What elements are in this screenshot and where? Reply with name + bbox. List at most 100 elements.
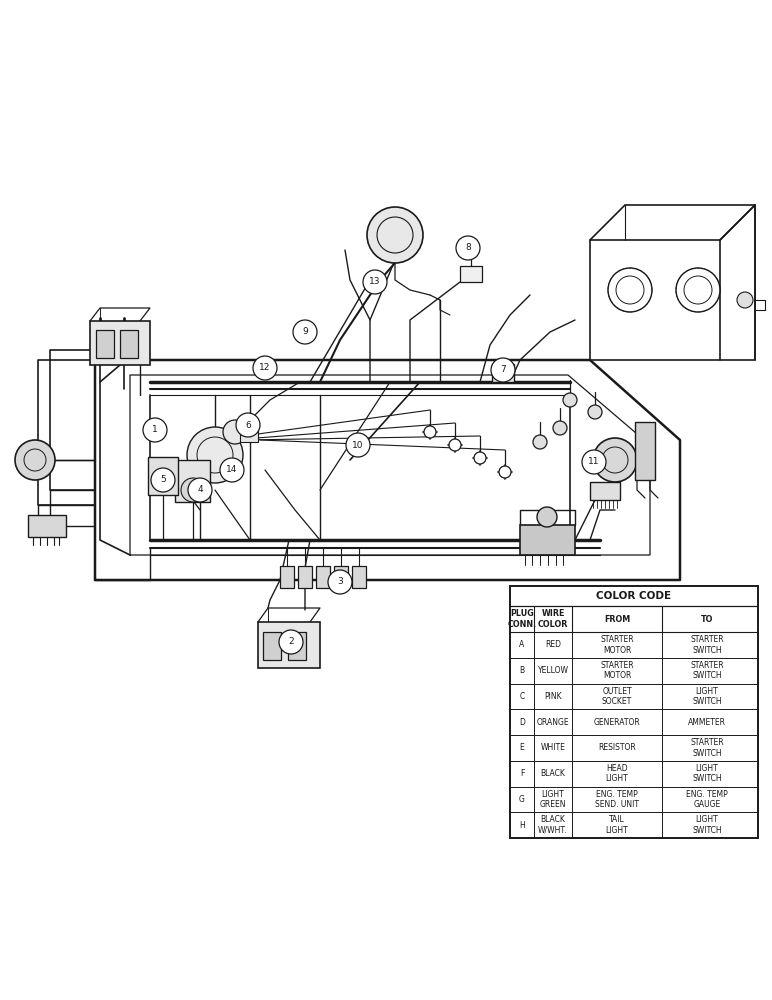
Text: RESISTOR: RESISTOR xyxy=(598,743,636,752)
Text: LIGHT
SWITCH: LIGHT SWITCH xyxy=(692,815,722,835)
Circle shape xyxy=(608,268,652,312)
Bar xyxy=(590,482,620,500)
Bar xyxy=(90,321,150,365)
Circle shape xyxy=(367,207,423,263)
Bar xyxy=(316,566,330,588)
Bar xyxy=(240,420,258,442)
Circle shape xyxy=(582,450,606,474)
Text: STARTER
SWITCH: STARTER SWITCH xyxy=(690,661,724,680)
Circle shape xyxy=(449,439,461,451)
Bar xyxy=(510,586,758,838)
Bar xyxy=(96,330,114,358)
Bar xyxy=(510,586,758,838)
Text: 6: 6 xyxy=(245,420,251,430)
Text: E: E xyxy=(520,743,524,752)
Circle shape xyxy=(220,458,244,482)
Circle shape xyxy=(151,468,175,492)
Circle shape xyxy=(293,320,317,344)
Text: 14: 14 xyxy=(226,466,238,475)
Text: 8: 8 xyxy=(465,243,471,252)
Text: 4: 4 xyxy=(197,486,203,494)
Circle shape xyxy=(456,236,480,260)
Circle shape xyxy=(537,507,557,527)
Text: C: C xyxy=(520,692,525,701)
Text: 5: 5 xyxy=(160,476,166,485)
Text: BLACK: BLACK xyxy=(540,769,565,778)
Text: STARTER
MOTOR: STARTER MOTOR xyxy=(600,661,634,680)
Text: BLACK
W/WHT.: BLACK W/WHT. xyxy=(538,815,567,835)
Circle shape xyxy=(491,358,515,382)
Bar xyxy=(460,266,482,282)
Text: STARTER
MOTOR: STARTER MOTOR xyxy=(600,635,634,655)
Circle shape xyxy=(499,466,511,478)
Text: TAIL
LIGHT: TAIL LIGHT xyxy=(605,815,628,835)
Circle shape xyxy=(253,356,277,380)
Circle shape xyxy=(593,438,637,482)
Text: G: G xyxy=(519,795,525,804)
Bar xyxy=(258,622,320,668)
Bar xyxy=(120,330,138,358)
Bar xyxy=(352,566,366,588)
Text: ENG. TEMP
GAUGE: ENG. TEMP GAUGE xyxy=(686,790,728,809)
Text: AMMETER: AMMETER xyxy=(688,718,726,727)
Circle shape xyxy=(143,418,167,442)
Circle shape xyxy=(187,427,243,483)
Circle shape xyxy=(279,630,303,654)
Text: FROM: FROM xyxy=(604,614,630,624)
Circle shape xyxy=(676,268,720,312)
Text: 9: 9 xyxy=(302,328,308,336)
Circle shape xyxy=(424,426,436,438)
Text: RED: RED xyxy=(545,640,561,649)
Bar xyxy=(635,422,655,480)
Text: TO: TO xyxy=(701,614,713,624)
Text: 11: 11 xyxy=(588,458,600,466)
Text: LIGHT
GREEN: LIGHT GREEN xyxy=(540,790,566,809)
Text: F: F xyxy=(520,769,524,778)
Text: D: D xyxy=(519,718,525,727)
Circle shape xyxy=(223,420,247,444)
Text: LIGHT
SWITCH: LIGHT SWITCH xyxy=(692,764,722,783)
Circle shape xyxy=(553,421,567,435)
Text: B: B xyxy=(520,666,524,675)
Bar xyxy=(298,566,312,588)
Text: ENG. TEMP
SEND. UNIT: ENG. TEMP SEND. UNIT xyxy=(595,790,639,809)
Text: GENERATOR: GENERATOR xyxy=(594,718,641,727)
Circle shape xyxy=(15,440,55,480)
Text: STARTER
SWITCH: STARTER SWITCH xyxy=(690,738,724,758)
Circle shape xyxy=(346,433,370,457)
Circle shape xyxy=(474,452,486,464)
Text: OUTLET
SOCKET: OUTLET SOCKET xyxy=(602,687,632,706)
Circle shape xyxy=(737,292,753,308)
Text: PLUG
CONN.: PLUG CONN. xyxy=(507,609,537,629)
Text: WHITE: WHITE xyxy=(540,743,565,752)
Bar xyxy=(334,566,348,588)
Text: WIRE
COLOR: WIRE COLOR xyxy=(538,609,568,629)
Circle shape xyxy=(236,413,260,437)
Bar xyxy=(28,515,66,537)
Bar xyxy=(148,457,178,495)
Bar xyxy=(492,364,514,382)
Text: 10: 10 xyxy=(352,440,364,450)
Bar xyxy=(175,460,210,502)
Circle shape xyxy=(533,435,547,449)
Text: LIGHT
SWITCH: LIGHT SWITCH xyxy=(692,687,722,706)
Text: A: A xyxy=(520,640,525,649)
Bar xyxy=(280,566,294,588)
Text: STARTER
SWITCH: STARTER SWITCH xyxy=(690,635,724,655)
Circle shape xyxy=(466,243,476,253)
Text: ORANGE: ORANGE xyxy=(537,718,569,727)
Circle shape xyxy=(328,570,352,594)
Circle shape xyxy=(563,393,577,407)
Bar xyxy=(520,525,575,555)
Text: PINK: PINK xyxy=(544,692,562,701)
Text: 7: 7 xyxy=(500,365,506,374)
Circle shape xyxy=(363,270,387,294)
Text: 3: 3 xyxy=(337,578,343,586)
Bar xyxy=(288,632,306,660)
Bar xyxy=(263,632,281,660)
Circle shape xyxy=(588,405,602,419)
Text: YELLOW: YELLOW xyxy=(537,666,568,675)
Text: 12: 12 xyxy=(259,363,271,372)
Text: 13: 13 xyxy=(369,277,381,286)
Text: 2: 2 xyxy=(288,638,294,647)
